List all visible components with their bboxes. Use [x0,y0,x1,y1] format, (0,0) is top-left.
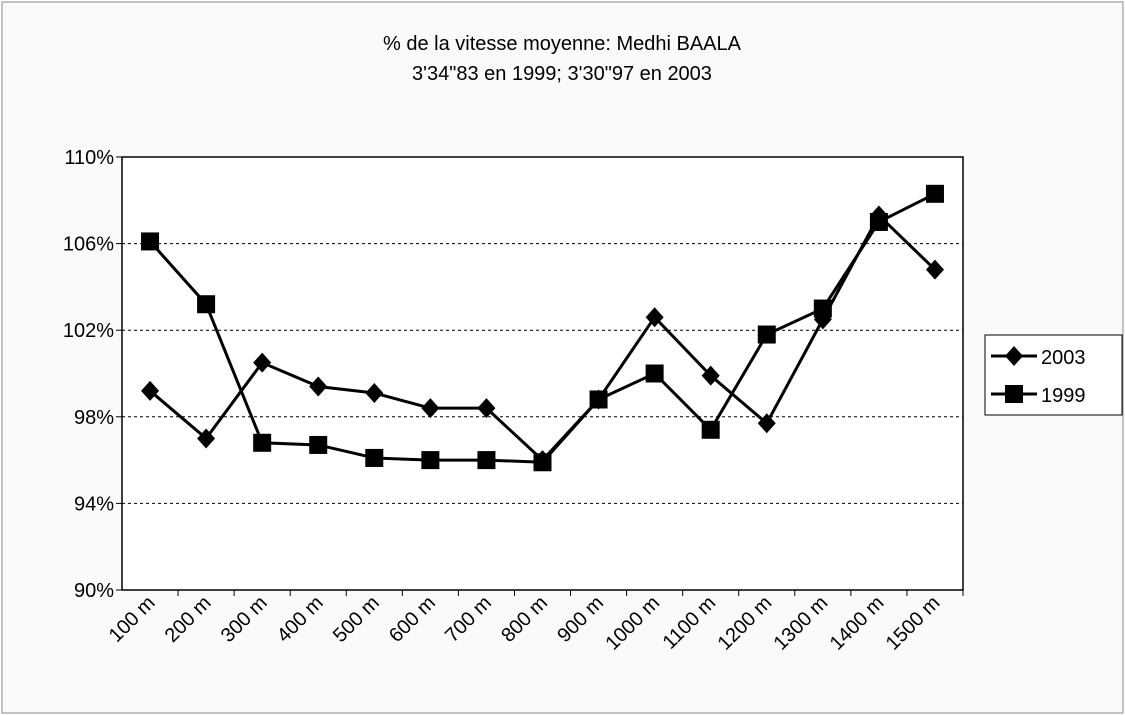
marker [477,451,496,470]
marker [701,365,720,386]
marker [757,413,776,434]
marker [309,376,328,397]
marker [645,307,664,328]
y-tick-label: 102% [63,320,114,342]
marker [253,352,272,373]
y-tick-label: 98% [74,407,114,429]
marker [813,299,832,318]
marker [701,420,720,439]
marker [757,325,776,344]
legend-label: 1999 [1041,385,1086,407]
marker [869,212,888,231]
y-tick-label: 110% [64,147,114,169]
y-tick-label: 106% [63,234,114,256]
chart-subtitle: 3'34"83 en 1999; 3'30"97 en 2003 [412,63,712,85]
marker [421,398,440,419]
marker [925,184,944,203]
marker [925,259,944,280]
y-tick-label: 94% [74,493,114,515]
marker [197,428,216,449]
marker [141,380,160,401]
marker [365,448,384,467]
marker [1005,346,1023,366]
marker [589,390,608,409]
marker [1005,385,1023,403]
marker [645,364,664,383]
marker [365,382,384,403]
legend-label: 2003 [1041,347,1086,369]
plot-border [121,156,964,591]
marker [477,398,496,419]
chart-title: % de la vitesse moyenne: Medhi BAALA [383,33,742,55]
marker [309,435,328,454]
marker [533,453,552,472]
y-tick-label: 90% [74,580,114,602]
plot-area [122,157,963,590]
marker [141,232,160,251]
marker [197,295,216,314]
marker [253,433,272,452]
marker [421,451,440,470]
